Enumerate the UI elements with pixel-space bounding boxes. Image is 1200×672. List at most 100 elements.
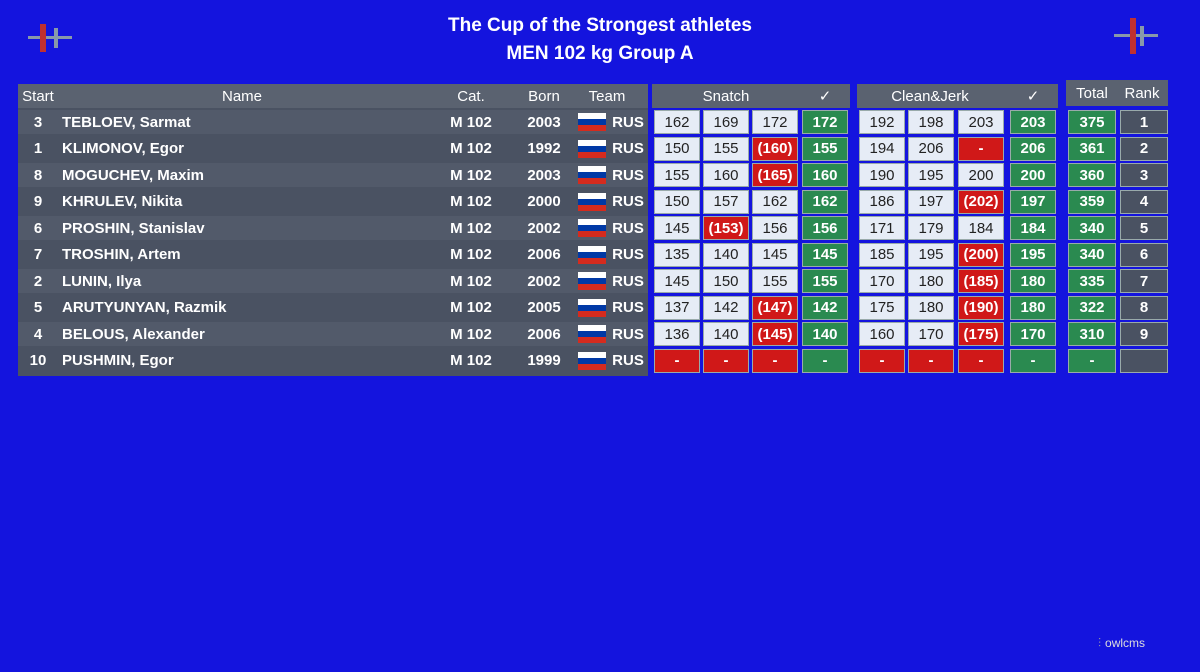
flag bbox=[578, 139, 606, 158]
row-band bbox=[18, 163, 648, 187]
total: 340 bbox=[1068, 216, 1116, 240]
attempt: 156 bbox=[752, 216, 798, 240]
attempt: 190 bbox=[859, 163, 905, 187]
start: 9 bbox=[33, 193, 43, 210]
attempt: 172 bbox=[752, 110, 798, 134]
attempt: 160 bbox=[859, 322, 905, 346]
team: RUS bbox=[612, 325, 644, 343]
col-cj: Clean&Jerk bbox=[891, 87, 969, 105]
title: The Cup of the Strongest athletes bbox=[447, 15, 753, 36]
attempt: (200) bbox=[958, 242, 1004, 267]
row-band bbox=[18, 136, 648, 161]
attempt: (185) bbox=[958, 269, 1004, 293]
attempt: 186 bbox=[859, 189, 905, 214]
flag bbox=[578, 219, 606, 237]
attempt: (147) bbox=[752, 295, 798, 320]
name: PUSHMIN, Egor bbox=[62, 352, 174, 369]
attempt: 195 bbox=[908, 242, 954, 267]
attempt: 180 bbox=[908, 269, 954, 293]
best-lift: 142 bbox=[802, 295, 848, 320]
best-lift: 170 bbox=[1010, 322, 1056, 346]
attempt: (202) bbox=[958, 189, 1004, 214]
attempt: 142 bbox=[703, 295, 749, 320]
category: M 102 bbox=[450, 272, 492, 290]
attempt: (190) bbox=[958, 295, 1004, 320]
total: 310 bbox=[1068, 322, 1116, 346]
attempt: - bbox=[958, 136, 1004, 161]
row-band bbox=[18, 295, 648, 320]
best-lift: 206 bbox=[1010, 136, 1056, 161]
brand: ⫶ owlcms bbox=[1098, 635, 1146, 651]
start: 8 bbox=[33, 166, 43, 184]
total: 335 bbox=[1068, 269, 1116, 293]
header-bar bbox=[18, 84, 648, 108]
flag bbox=[578, 245, 606, 264]
col-team: Team bbox=[588, 87, 626, 105]
team: RUS bbox=[612, 166, 644, 184]
rank: 1 bbox=[1120, 110, 1168, 134]
attempt: 194 bbox=[859, 136, 905, 161]
total: 360 bbox=[1068, 163, 1116, 187]
flag bbox=[578, 192, 606, 211]
subtitle: MEN 102 kg Group A bbox=[506, 43, 694, 64]
total: 322 bbox=[1068, 295, 1116, 320]
category: M 102 bbox=[450, 166, 492, 184]
logo-right bbox=[1114, 18, 1158, 54]
category: M 102 bbox=[450, 246, 492, 263]
start: 5 bbox=[33, 299, 43, 316]
attempt: 185 bbox=[859, 242, 905, 267]
start: 10 bbox=[29, 352, 47, 369]
row-band bbox=[18, 216, 648, 240]
attempt: 150 bbox=[654, 136, 700, 161]
start: 3 bbox=[33, 113, 43, 131]
born: 2002 bbox=[527, 219, 561, 237]
rank: 8 bbox=[1120, 295, 1168, 320]
col-name: Name bbox=[221, 87, 262, 105]
best-lift: - bbox=[802, 348, 848, 373]
best-lift: 140 bbox=[802, 322, 848, 346]
attempt: - bbox=[654, 348, 700, 373]
attempt: 162 bbox=[752, 189, 798, 214]
attempt: 155 bbox=[654, 163, 700, 187]
rank: 7 bbox=[1120, 269, 1168, 293]
best-lift: 172 bbox=[802, 110, 848, 134]
row-band bbox=[18, 322, 648, 346]
row-band bbox=[18, 189, 648, 214]
born: 2005 bbox=[527, 299, 561, 316]
rank bbox=[1120, 348, 1168, 373]
attempt: 195 bbox=[908, 163, 954, 187]
attempt: 150 bbox=[654, 189, 700, 214]
total: 361 bbox=[1068, 136, 1116, 161]
born: 1999 bbox=[527, 352, 561, 369]
attempt: 200 bbox=[958, 163, 1004, 187]
attempt: - bbox=[908, 348, 954, 373]
category: M 102 bbox=[450, 140, 492, 157]
team: RUS bbox=[612, 193, 644, 210]
row-band bbox=[18, 110, 648, 134]
attempt: - bbox=[752, 348, 798, 373]
best-lift: 162 bbox=[802, 189, 848, 214]
attempt: 150 bbox=[703, 269, 749, 293]
col-born: Born bbox=[528, 87, 560, 105]
logo-left bbox=[28, 24, 72, 52]
rank: 6 bbox=[1120, 242, 1168, 267]
category: M 102 bbox=[450, 299, 492, 316]
attempt: 184 bbox=[958, 216, 1004, 240]
category: M 102 bbox=[450, 325, 492, 343]
name: LUNIN, Ilya bbox=[62, 272, 142, 290]
rank: 5 bbox=[1120, 216, 1168, 240]
attempt: 136 bbox=[654, 322, 700, 346]
attempt: - bbox=[958, 348, 1004, 373]
attempt: (160) bbox=[752, 136, 798, 161]
total: 359 bbox=[1068, 189, 1116, 214]
total: 375 bbox=[1068, 110, 1116, 134]
col-start: Start bbox=[22, 87, 54, 105]
team: RUS bbox=[612, 246, 644, 263]
brand-text: owlcms bbox=[1105, 636, 1146, 650]
attempt: (153) bbox=[703, 216, 749, 240]
name: ARUTYUNYAN, Razmik bbox=[62, 299, 227, 316]
best-lift: - bbox=[1010, 348, 1056, 373]
start: 2 bbox=[33, 272, 43, 290]
attempt: 140 bbox=[703, 242, 749, 267]
name: KLIMONOV, Egor bbox=[62, 140, 184, 157]
